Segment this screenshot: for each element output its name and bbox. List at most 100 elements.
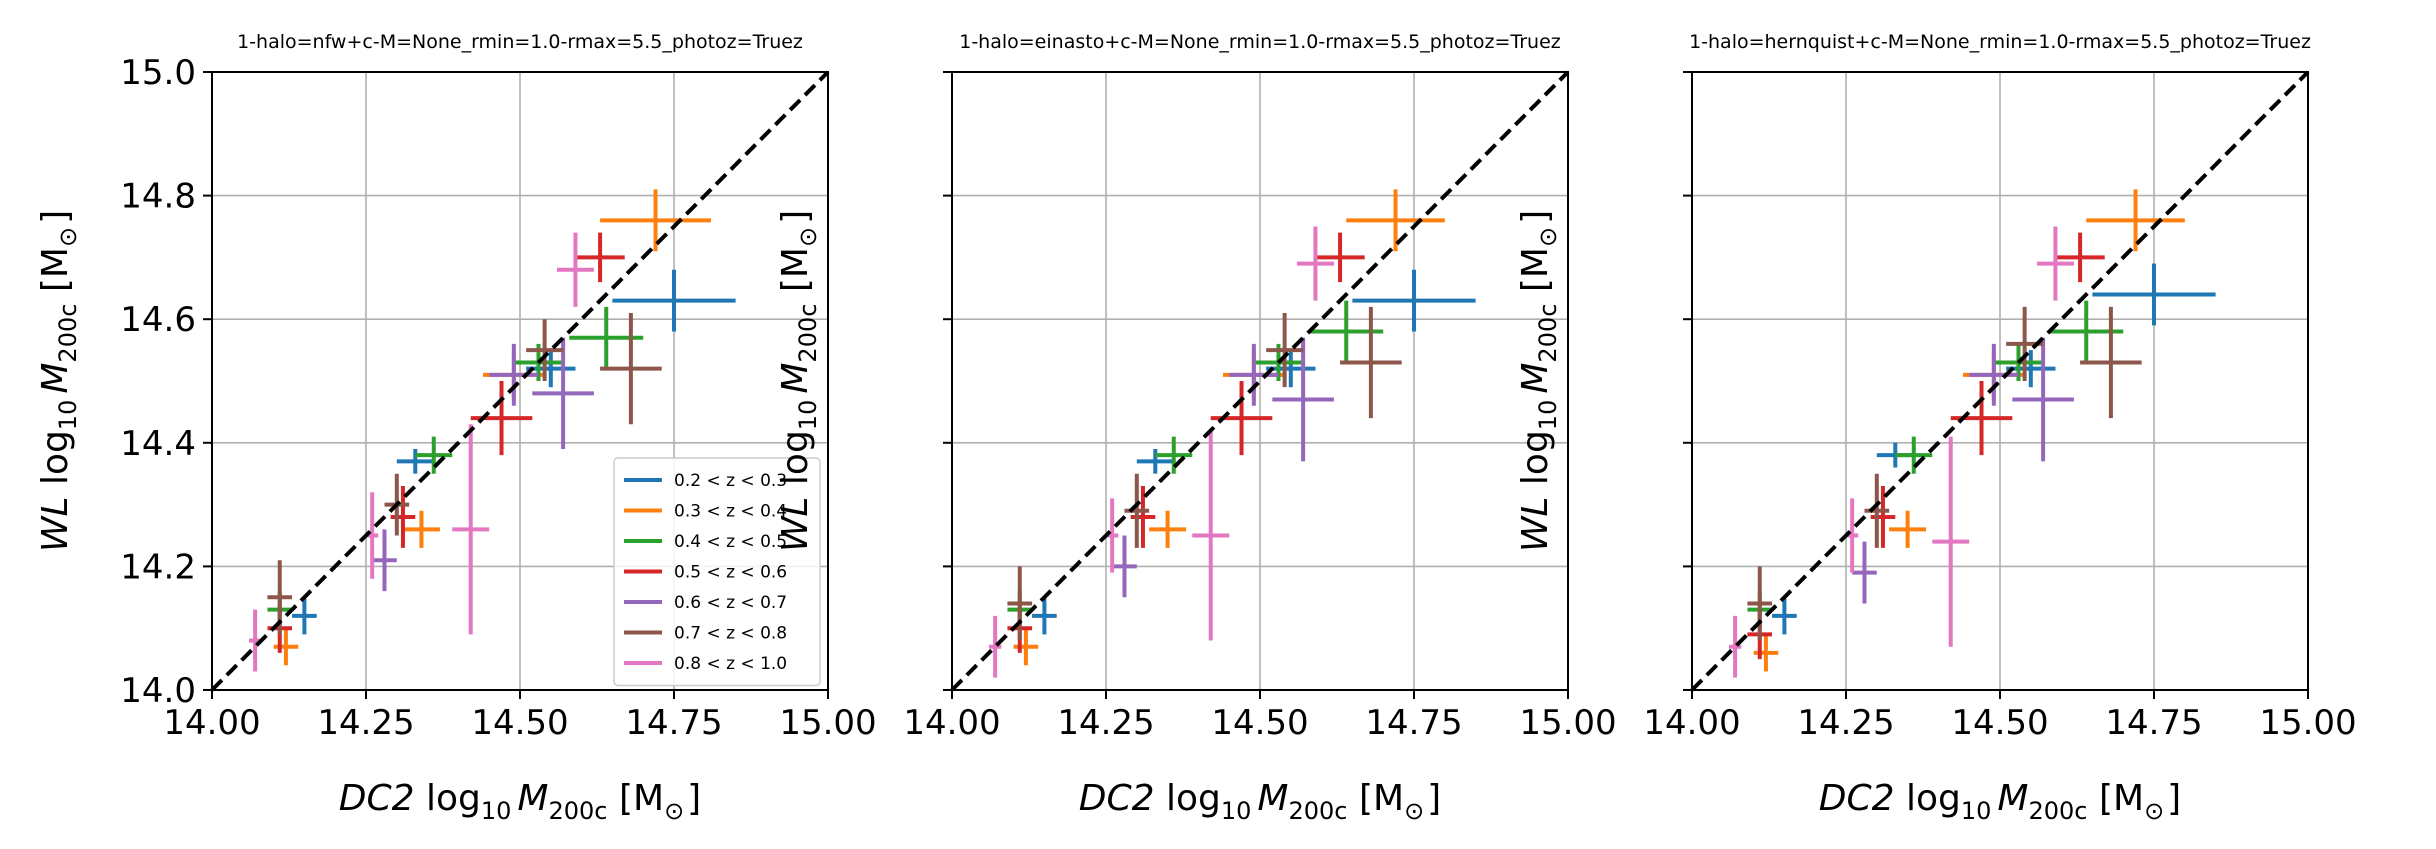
x-tick-label: 14.00 [903,703,1000,743]
x-tick-label: 14.50 [1951,703,2048,743]
data-point [2012,337,2074,462]
label-part: [M [2088,778,2145,819]
label-part: WL [775,497,816,553]
data-point [1149,510,1187,548]
series-6 [1007,306,1402,641]
label-part: ] [687,778,701,819]
data-point [1315,232,1365,283]
label-part: 200c [794,304,822,363]
data-point [532,337,594,449]
data-point [1296,226,1334,301]
data-point [1272,337,1334,462]
x-tick-label: 14.00 [1643,703,1740,743]
label-part: log [1515,430,1556,496]
label-part: 10 [794,400,822,431]
series-1 [292,269,736,635]
data-point [292,597,317,635]
label-part: [M [1515,247,1556,304]
label-part: 10 [1221,797,1252,825]
label-part: ] [2167,778,2181,819]
data-point [526,350,576,388]
chart-panel-1: 14.00 14.25 14.50 14.75 15.00 14.0 14.2 14.4 14.… [35,31,877,825]
chart-panel-2: 14.00 14.25 14.50 14.75 15.00 1-halo=einasto+… [775,31,1617,825]
data-point [452,424,490,635]
reference-line [210,70,830,692]
data-point [1013,628,1039,666]
x-tick-label: 14.25 [317,703,414,743]
label-part: M [35,363,76,394]
x-axis-label: DC2 log10 M200c [M⊙] [1819,778,2181,825]
label-part: [M [1348,778,1405,819]
data-point [273,628,299,666]
data-point [556,232,594,307]
data-point [1210,381,1273,456]
label-part: DC2 [339,778,415,819]
series-2 [1753,189,2185,672]
series-7 [988,226,1334,678]
data-point [1932,436,1970,647]
legend-label: 0.3 < z < 0.4 [674,502,787,522]
label-part: M [1515,363,1556,394]
legend-label: 0.6 < z < 0.7 [674,593,787,613]
data-point [600,313,662,425]
data-point [372,529,397,592]
data-point [1346,189,1445,252]
data-point [612,269,736,332]
label-part: 10 [1961,797,1992,825]
label-part: log [775,430,816,496]
x-axis-label: DC2 log10 M200c [M⊙] [339,778,701,825]
label-part: [M [35,247,76,304]
label-part: ⊙ [54,227,82,247]
series-5 [372,337,594,592]
label-part: [M [608,778,665,819]
label-part: ⊙ [2144,797,2164,825]
legend-label: 0.4 < z < 0.5 [674,532,787,552]
label-part: 200c [1288,797,1347,825]
label-part: 10 [1534,400,1562,431]
data-point [1895,436,1933,474]
data-point [1889,510,1927,548]
legend-box [613,457,821,687]
label-part: WL [35,497,76,553]
label-part: ⊙ [664,797,684,825]
data-point [2006,350,2056,388]
label-part: M [1257,778,1288,819]
data-point [526,319,564,381]
label-part: log [35,430,76,496]
data-point [600,189,711,252]
label-part: 200c [54,304,82,363]
label-part: [M [775,247,816,304]
y-tick-label: 14.4 [120,424,196,464]
x-tick-label: 14.50 [1211,703,1308,743]
data-point [2036,226,2074,301]
series-5 [1112,337,1334,598]
x-tick-label: 15.00 [779,703,876,743]
series-6 [1747,306,2142,641]
x-tick-label: 15.00 [1519,703,1616,743]
y-axis-label: WL log10 M200c [M⊙] [35,210,82,552]
data-point [1007,566,1033,641]
legend-label: 0.5 < z < 0.6 [674,563,787,583]
legend-label: 0.2 < z < 0.3 [674,471,787,491]
data-point [1728,615,1742,678]
label-part: WL [1515,497,1556,553]
label-part: 200c [548,797,607,825]
series-2 [1013,189,1445,666]
data-point [1340,306,1402,419]
y-axis-label: WL log10 M200c [M⊙] [1515,210,1562,552]
y-tick-label: 14.2 [120,547,196,587]
data-point [1229,343,1279,406]
legend: 0.2 < z < 0.3 0.3 < z < 0.4 0.4 < z < 0.5 0… [613,457,821,687]
legend-label: 0.7 < z < 0.8 [674,624,787,644]
data-point [1136,448,1174,474]
data-point [575,232,625,283]
data-point [1870,486,1896,548]
panel-title: 1-halo=nfw+c-M=None_rmin=1.0-rmax=5.5_ph… [237,31,803,53]
series-1 [1032,269,1476,635]
x-tick-label: 14.25 [1057,703,1154,743]
data-point [1772,597,1797,635]
chart-panel-3: 14.00 14.25 14.50 14.75 15.00 1-halo=hernquis… [1515,31,2357,825]
y-tick-label: 14.6 [120,300,196,340]
x-tick-label: 14.00 [163,703,260,743]
data-point [988,615,1002,678]
